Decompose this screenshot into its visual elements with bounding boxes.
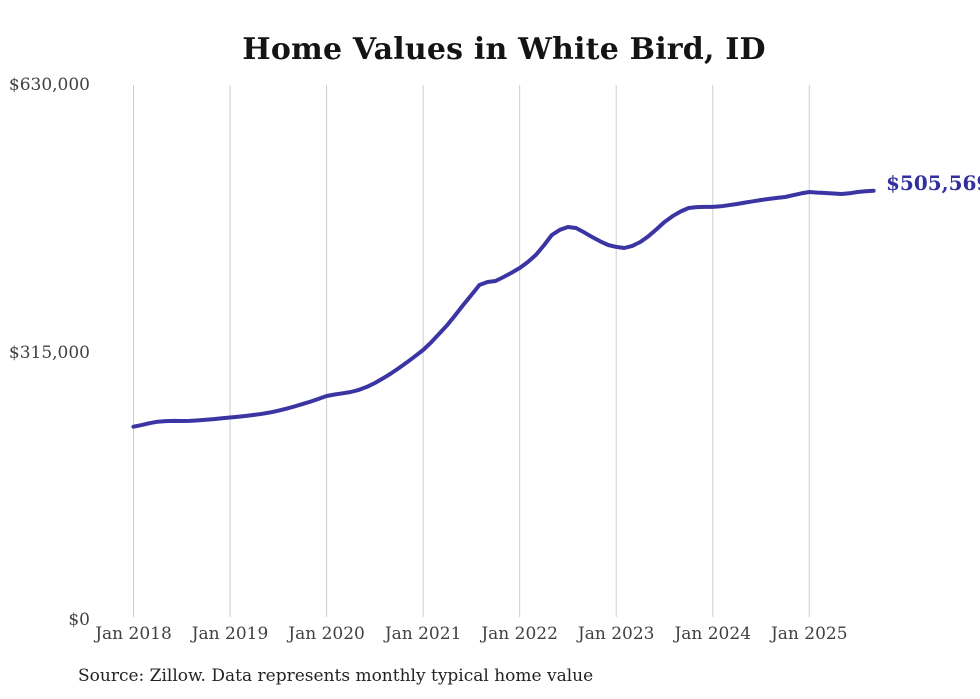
x-axis-label: Jan 2019 (191, 624, 269, 644)
x-axis-label: Jan 2018 (95, 624, 172, 644)
x-axis-label: Jan 2023 (577, 624, 655, 644)
y-axis-label: $0 (68, 610, 90, 630)
gridlines-group (133, 85, 810, 617)
x-axis-label: Jan 2025 (770, 624, 848, 644)
current-value-label: $505,569 (886, 170, 980, 195)
home-value-line (131, 188, 876, 429)
chart-title: Home Values in White Bird, ID (242, 32, 766, 67)
y-axis-label: $315,000 (8, 342, 90, 363)
x-axis-label: Jan 2021 (384, 624, 462, 644)
x-axis-label: Jan 2020 (288, 624, 365, 644)
x-axis-label: Jan 2022 (481, 624, 558, 644)
source-note: Source: Zillow. Data represents monthly … (78, 666, 594, 686)
y-axis-label: $630,000 (8, 75, 90, 95)
x-axis-label: Jan 2024 (674, 624, 752, 644)
